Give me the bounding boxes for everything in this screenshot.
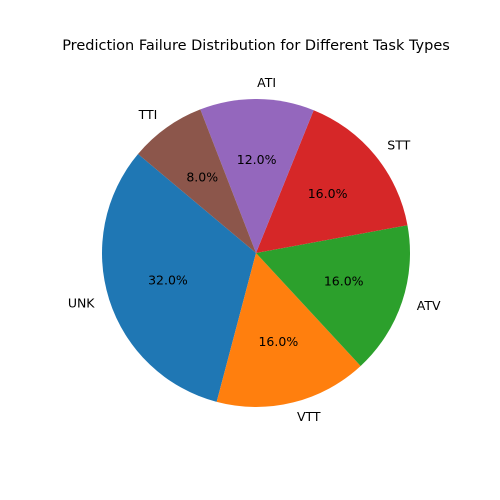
pie-slice-stt [256, 110, 408, 253]
pie-slice-atv [256, 225, 410, 366]
slice-label-tti: TTI [138, 107, 158, 122]
chart-title: Prediction Failure Distribution for Diff… [62, 38, 450, 54]
pct-label-vtt: 16.0% [258, 334, 298, 349]
pie-slice-ati [200, 98, 314, 253]
pct-label-atv: 16.0% [324, 274, 364, 289]
pie-slice-unk [102, 154, 256, 402]
pie-slices [102, 98, 410, 407]
slice-label-vtt: VTT [297, 409, 321, 424]
pct-label-tti: 8.0% [186, 169, 218, 184]
slice-label-ati: ATI [257, 75, 276, 90]
slice-label-atv: ATV [417, 298, 441, 313]
pct-label-unk: 32.0% [148, 272, 188, 287]
pct-label-stt: 16.0% [308, 186, 348, 201]
pie-slice-tti [138, 109, 256, 253]
slice-label-stt: STT [387, 137, 410, 152]
pie-labels: UNK 32.0% VTT 16.0% ATV 16.0% STT 16.0% ATI 12.0%… [68, 75, 441, 424]
slice-label-unk: UNK [68, 296, 95, 311]
pct-label-ati: 12.0% [237, 152, 277, 167]
pie-slice-vtt [216, 253, 361, 407]
